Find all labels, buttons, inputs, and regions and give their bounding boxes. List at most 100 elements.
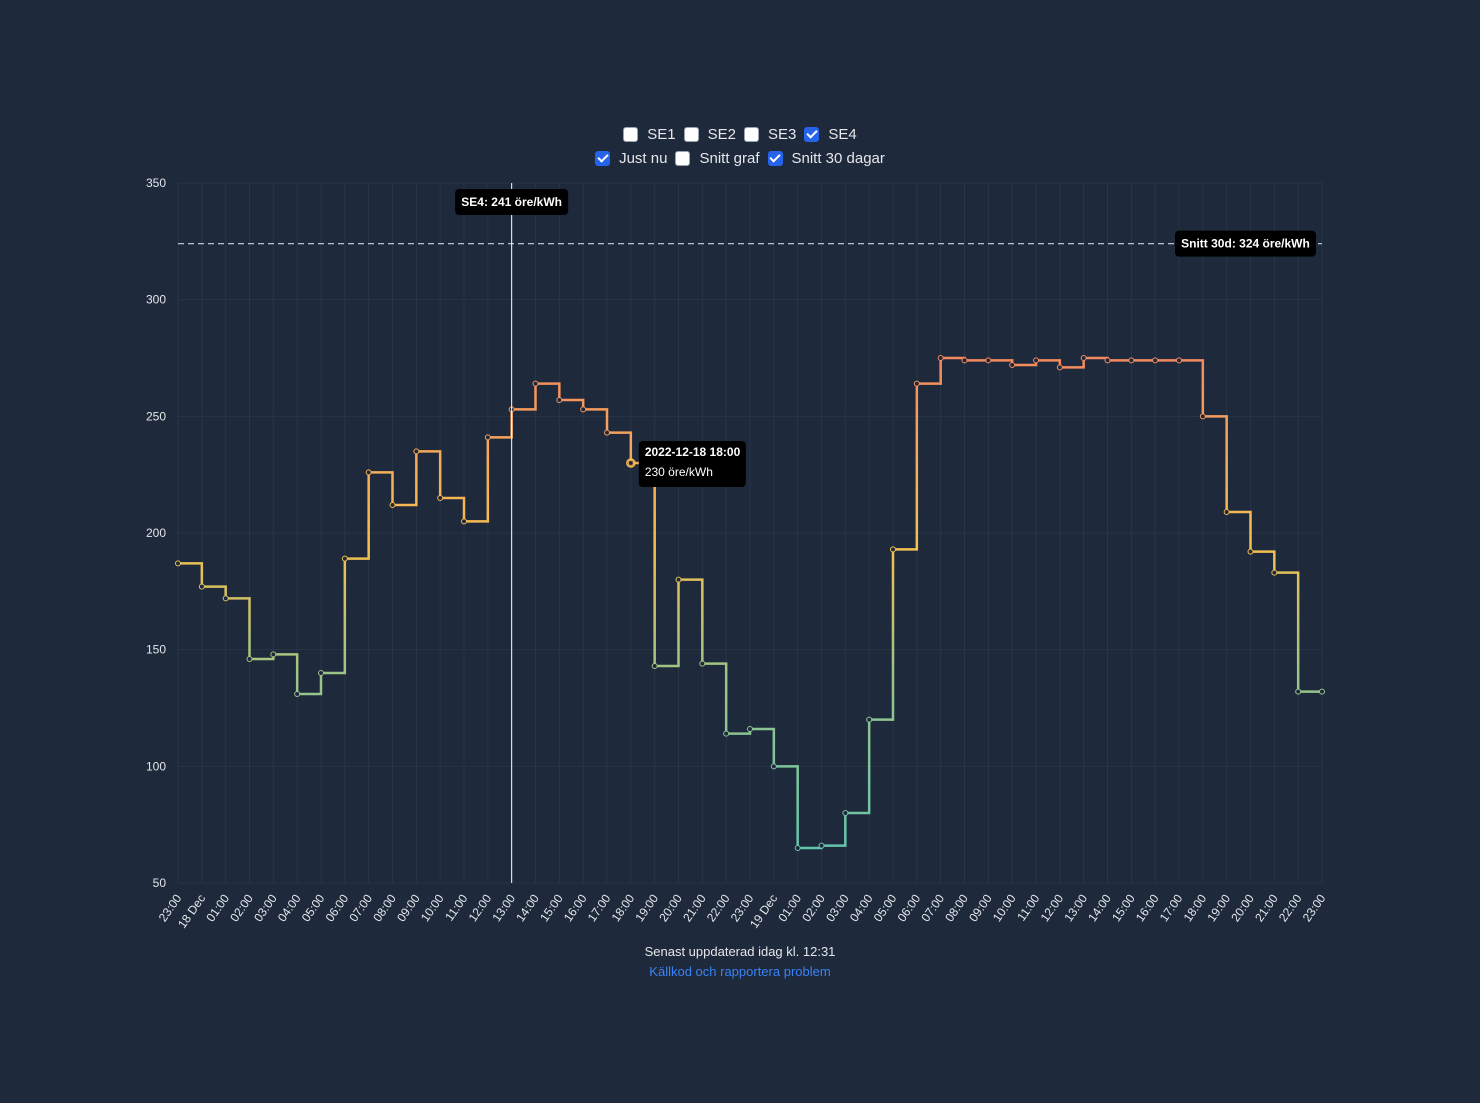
data-point[interactable]: [198, 583, 205, 590]
data-point[interactable]: [913, 380, 920, 387]
data-point[interactable]: [842, 810, 849, 816]
data-point[interactable]: [532, 380, 539, 387]
x-tick-label: 09:00: [966, 891, 995, 924]
data-point[interactable]: [413, 448, 420, 455]
data-point[interactable]: [580, 406, 587, 413]
x-tick-label: 23:00: [1300, 891, 1329, 924]
x-tick-label: 17:00: [1157, 891, 1186, 924]
data-point[interactable]: [341, 555, 348, 562]
data-point[interactable]: [651, 663, 658, 669]
data-point[interactable]: [1247, 548, 1254, 555]
x-tick-label: 04:00: [275, 891, 304, 924]
x-tick-label: 07:00: [346, 891, 375, 924]
checkbox-just-nu[interactable]: [595, 150, 611, 166]
toggle-se3[interactable]: SE3: [744, 126, 796, 143]
x-tick-label: 21:00: [680, 891, 709, 924]
checkbox-se3[interactable]: [744, 126, 759, 142]
x-tick-label: 10:00: [990, 891, 1019, 924]
y-tick-label: 300: [146, 293, 166, 307]
now-marker: SE4: 241 öre/kWh: [455, 183, 569, 883]
data-point[interactable]: [1152, 357, 1159, 364]
data-point[interactable]: [1104, 357, 1111, 364]
data-point[interactable]: [1009, 362, 1016, 368]
data-point[interactable]: [556, 397, 563, 403]
data-point[interactable]: [1080, 355, 1087, 361]
data-point[interactable]: [175, 560, 181, 567]
x-tick-label: 05:00: [299, 891, 328, 924]
data-point[interactable]: [484, 434, 491, 441]
data-point[interactable]: [627, 460, 634, 466]
data-point[interactable]: [699, 660, 706, 667]
data-point[interactable]: [1056, 364, 1063, 371]
x-tick-label: 22:00: [704, 891, 733, 924]
data-point[interactable]: [1319, 688, 1325, 695]
x-tick-label: 15:00: [1109, 891, 1138, 924]
data-point[interactable]: [389, 502, 396, 508]
tooltip-value: 230 öre/kWh: [645, 465, 713, 479]
average-30d-line: Snitt 30d: 324 öre/kWh: [178, 230, 1322, 257]
data-point[interactable]: [723, 730, 730, 737]
x-tick-label: 22:00: [1276, 891, 1305, 924]
x-tick-label: 03:00: [823, 891, 852, 924]
source-code-link[interactable]: Källkod och rapportera problem: [649, 964, 831, 979]
toggle-se2[interactable]: SE2: [683, 126, 736, 143]
data-point[interactable]: [675, 576, 682, 583]
checkbox-snitt-30-dagar[interactable]: [767, 150, 783, 166]
y-tick-label: 150: [146, 643, 166, 657]
toggle-label: SE3: [768, 125, 797, 143]
x-tick-label: 18:00: [609, 891, 638, 924]
toggle-just-nu[interactable]: Just nu: [595, 150, 667, 167]
data-point[interactable]: [794, 845, 801, 851]
data-point[interactable]: [437, 495, 444, 501]
data-point[interactable]: [365, 469, 372, 476]
data-point[interactable]: [1033, 357, 1039, 364]
chart-grid: [177, 182, 1323, 884]
x-tick-label: 11:00: [442, 891, 470, 923]
data-point[interactable]: [818, 842, 825, 849]
x-tick-label: 02:00: [227, 891, 256, 924]
toggle-se1[interactable]: SE1: [623, 126, 676, 143]
data-point[interactable]: [318, 670, 324, 676]
data-point[interactable]: [246, 656, 253, 662]
checkbox-se2[interactable]: [683, 126, 699, 142]
checkbox-snitt-graf[interactable]: [675, 150, 691, 166]
x-tick-label: 13:00: [489, 891, 518, 924]
toggle-label: SE4: [828, 125, 857, 143]
x-tick-label: 13:00: [1061, 891, 1090, 924]
data-point[interactable]: [770, 763, 777, 770]
now-label: SE4: 241 öre/kWh: [461, 195, 562, 209]
data-point[interactable]: [604, 429, 610, 436]
data-point[interactable]: [222, 595, 229, 602]
x-tick-label: 12:00: [466, 891, 495, 924]
x-tick-label: 21:00: [1252, 891, 1281, 924]
data-point[interactable]: [270, 651, 277, 658]
toggle-se4[interactable]: SE4: [804, 125, 857, 143]
data-point[interactable]: [461, 518, 467, 525]
data-point[interactable]: [1199, 413, 1206, 420]
data-point[interactable]: [1295, 688, 1302, 695]
data-point[interactable]: [1176, 357, 1182, 364]
x-tick-label: 02:00: [799, 891, 828, 924]
toggle-snitt-graf[interactable]: Snitt graf: [675, 150, 760, 167]
data-point[interactable]: [890, 546, 896, 553]
hovered-point[interactable]: [626, 458, 636, 468]
checkbox-se1[interactable]: [623, 126, 639, 142]
data-point[interactable]: [747, 726, 753, 732]
x-tick-label: 04:00: [847, 891, 876, 924]
toggle-snitt-30-dagar[interactable]: Snitt 30 dagar: [767, 150, 885, 167]
data-point[interactable]: [294, 691, 301, 697]
chart-controls: SE1 SE2 SE3 SE4 Just nu Snitt graf Snitt 30 d…: [0, 122, 1480, 170]
data-point[interactable]: [985, 357, 992, 364]
x-tick-label: 18:00: [1181, 891, 1210, 924]
checkbox-se4[interactable]: [804, 126, 820, 142]
data-point[interactable]: [1271, 569, 1278, 576]
data-point[interactable]: [866, 716, 873, 723]
data-point[interactable]: [1223, 509, 1230, 515]
x-tick-label: 20:00: [1228, 891, 1257, 924]
data-point[interactable]: [961, 357, 968, 364]
data-point[interactable]: [1128, 357, 1135, 364]
x-tick-label: 03:00: [251, 891, 280, 924]
average-30d-label: Snitt 30d: 324 öre/kWh: [1181, 237, 1310, 251]
data-point[interactable]: [937, 355, 944, 361]
